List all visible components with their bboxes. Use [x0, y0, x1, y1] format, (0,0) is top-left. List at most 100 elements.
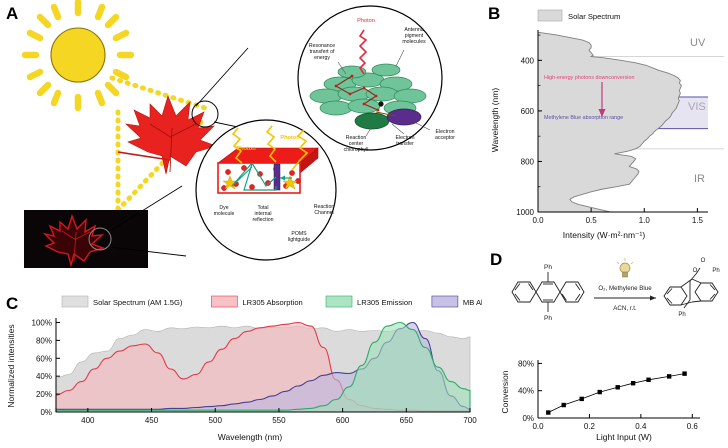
region-label-vis: VIS — [688, 101, 706, 113]
svg-text:100%: 100% — [32, 318, 52, 327]
svg-text:1.0: 1.0 — [639, 216, 651, 225]
reactant-ph-top: Ph — [544, 264, 552, 271]
svg-text:500: 500 — [209, 416, 223, 425]
label-antenna-pigment: Antenna pigment molecules — [402, 27, 426, 45]
svg-text:0.6: 0.6 — [687, 422, 699, 431]
reactant-structure — [511, 272, 585, 312]
panel-a: A — [0, 0, 480, 268]
panel-b-chart: Solar Spectrum UV VIS IR 0.0 0.5 1.0 1.5 400… — [490, 9, 724, 240]
panel-c-ylabel: Normalized intensities — [6, 324, 16, 407]
electron-acceptor — [386, 108, 422, 126]
svg-text:800: 800 — [521, 157, 535, 166]
panel-c-xlabel: Wavelength (nm) — [218, 432, 283, 442]
reaction-center-chlorophyll — [354, 112, 390, 130]
callout-lines — [109, 47, 263, 257]
inset-photosynthesis — [297, 5, 443, 151]
label-electron-acceptor: Electron acceptor — [435, 129, 455, 141]
annotation-downconversion: High-energy photons downconversion — [544, 75, 635, 81]
reaction-scheme: Ph Ph O₂, Methylene Blue ACN, r.t. — [511, 258, 720, 322]
dye-molecules — [221, 165, 301, 191]
svg-text:40%: 40% — [36, 372, 52, 381]
svg-text:0.2: 0.2 — [584, 422, 596, 431]
legend-swatch-solar — [537, 9, 563, 22]
reaction-arrow — [594, 295, 656, 301]
product-o-top: O — [701, 258, 706, 264]
panel-b-ylabel: Wavelength (nm) — [490, 88, 500, 153]
region-label-ir: IR — [694, 173, 705, 185]
panel-d-chart: 0.0 0.2 0.4 0.6 0% 40% 80% Light Input (W) Con… — [500, 359, 700, 442]
label-photon-right: Photon — [280, 135, 300, 141]
total-internal-reflection-rays — [231, 162, 277, 191]
panel-b: B Solar Spectrum UV VIS IR 0.0 0.5 1.0 1.5 4… — [482, 0, 728, 250]
svg-text:40%: 40% — [518, 387, 534, 396]
product-ph-bottom: Ph — [678, 312, 685, 318]
reaction-conditions-bottom: ACN, r.t. — [613, 305, 637, 312]
label-dye-molecule: Dye molecule — [213, 205, 235, 217]
panel-b-letter: B — [488, 4, 501, 23]
svg-text:1000: 1000 — [516, 208, 534, 217]
panel-c-chart: Solar Spectrum (AM 1.5G) LR305 Absorption… — [6, 295, 482, 442]
electron-dot — [378, 101, 384, 107]
label-electron-transfer: Electron transfer — [395, 135, 415, 147]
panel-c-letter: C — [6, 294, 19, 313]
svg-text:450: 450 — [145, 416, 159, 425]
svg-text:80%: 80% — [36, 336, 52, 345]
svg-text:0.0: 0.0 — [532, 216, 544, 225]
label-reaction-channel: Reaction Channel — [313, 204, 335, 216]
svg-text:LR305 Emission: LR305 Emission — [357, 298, 412, 307]
incoming-photons — [231, 125, 309, 171]
svg-text:0.0: 0.0 — [532, 422, 544, 431]
svg-text:0.4: 0.4 — [635, 422, 647, 431]
label-total-internal-reflection: Total internal reflection — [252, 205, 274, 223]
label-resonance-transfer: Resonance transfert of energy — [308, 43, 336, 61]
panel-a-graphic — [21, 0, 443, 268]
svg-text:550: 550 — [272, 416, 286, 425]
panel-d-ylabel: Conversion — [500, 370, 510, 413]
svg-text:60%: 60% — [36, 354, 52, 363]
svg-text:80%: 80% — [518, 359, 534, 368]
reaction-channel — [273, 163, 281, 191]
label-pdms-lightguide: POMS lightguide — [287, 231, 311, 243]
panel-d: D Ph Ph O₂, Methylene Blue ACN, r.t. — [484, 250, 728, 448]
panel-a-letter: A — [6, 4, 19, 23]
label-photon-left: Photon — [236, 146, 256, 152]
product-structure — [663, 267, 719, 309]
svg-text:0%: 0% — [522, 414, 534, 423]
reactant-ph-bottom: Ph — [544, 315, 552, 322]
panel-c-legend: Solar Spectrum (AM 1.5G) LR305 Absorption… — [61, 295, 482, 308]
product-o-bridge: O — [693, 268, 698, 274]
electron-transfer-arrow — [375, 111, 397, 117]
svg-text:700: 700 — [463, 416, 477, 425]
sun-icon — [21, 0, 135, 112]
product-ph-top: Ph — [712, 268, 719, 274]
panel-d-letter: D — [490, 250, 503, 269]
lightbulb-icon — [616, 258, 634, 278]
energy-transfer-dots — [334, 74, 380, 112]
svg-text:LR305 Absorption: LR305 Absorption — [242, 298, 302, 307]
panel-b-legend: Solar Spectrum — [537, 9, 620, 22]
panel-b-xlabel: Intensity (W·m²·nm⁻¹) — [563, 230, 646, 240]
inset-lsc-device — [195, 119, 337, 261]
svg-text:Solar Spectrum (AM 1.5G): Solar Spectrum (AM 1.5G) — [93, 298, 183, 307]
svg-text:MB Absorption: MB Absorption — [463, 298, 482, 307]
annotation-mb-range: Methylene Blue absorption range — [544, 115, 624, 121]
svg-text:20%: 20% — [36, 390, 52, 399]
svg-text:600: 600 — [336, 416, 350, 425]
panel-d-xlabel: Light Input (W) — [596, 432, 652, 442]
emitter-stars — [222, 175, 298, 190]
panel-c: C Solar Spectrum (AM 1.5G) LR305 Absorpti… — [0, 288, 482, 448]
svg-text:1.5: 1.5 — [692, 216, 704, 225]
label-photon-top: Photon — [357, 18, 375, 24]
maple-leaf-icon — [117, 95, 217, 175]
svg-text:400: 400 — [81, 416, 95, 425]
reaction-conditions-top: O₂, Methylene Blue — [598, 285, 652, 292]
svg-text:0.5: 0.5 — [586, 216, 598, 225]
panel-b-region-labels: UV VIS IR — [688, 37, 706, 185]
photon-arrow-top — [358, 29, 368, 75]
svg-text:600: 600 — [521, 107, 535, 116]
legend-label-solar: Solar Spectrum — [568, 12, 620, 21]
label-reaction-center: Reaction center chlorophyll — [343, 135, 369, 153]
svg-text:400: 400 — [521, 56, 535, 65]
svg-text:650: 650 — [400, 416, 414, 425]
region-label-uv: UV — [690, 37, 706, 49]
